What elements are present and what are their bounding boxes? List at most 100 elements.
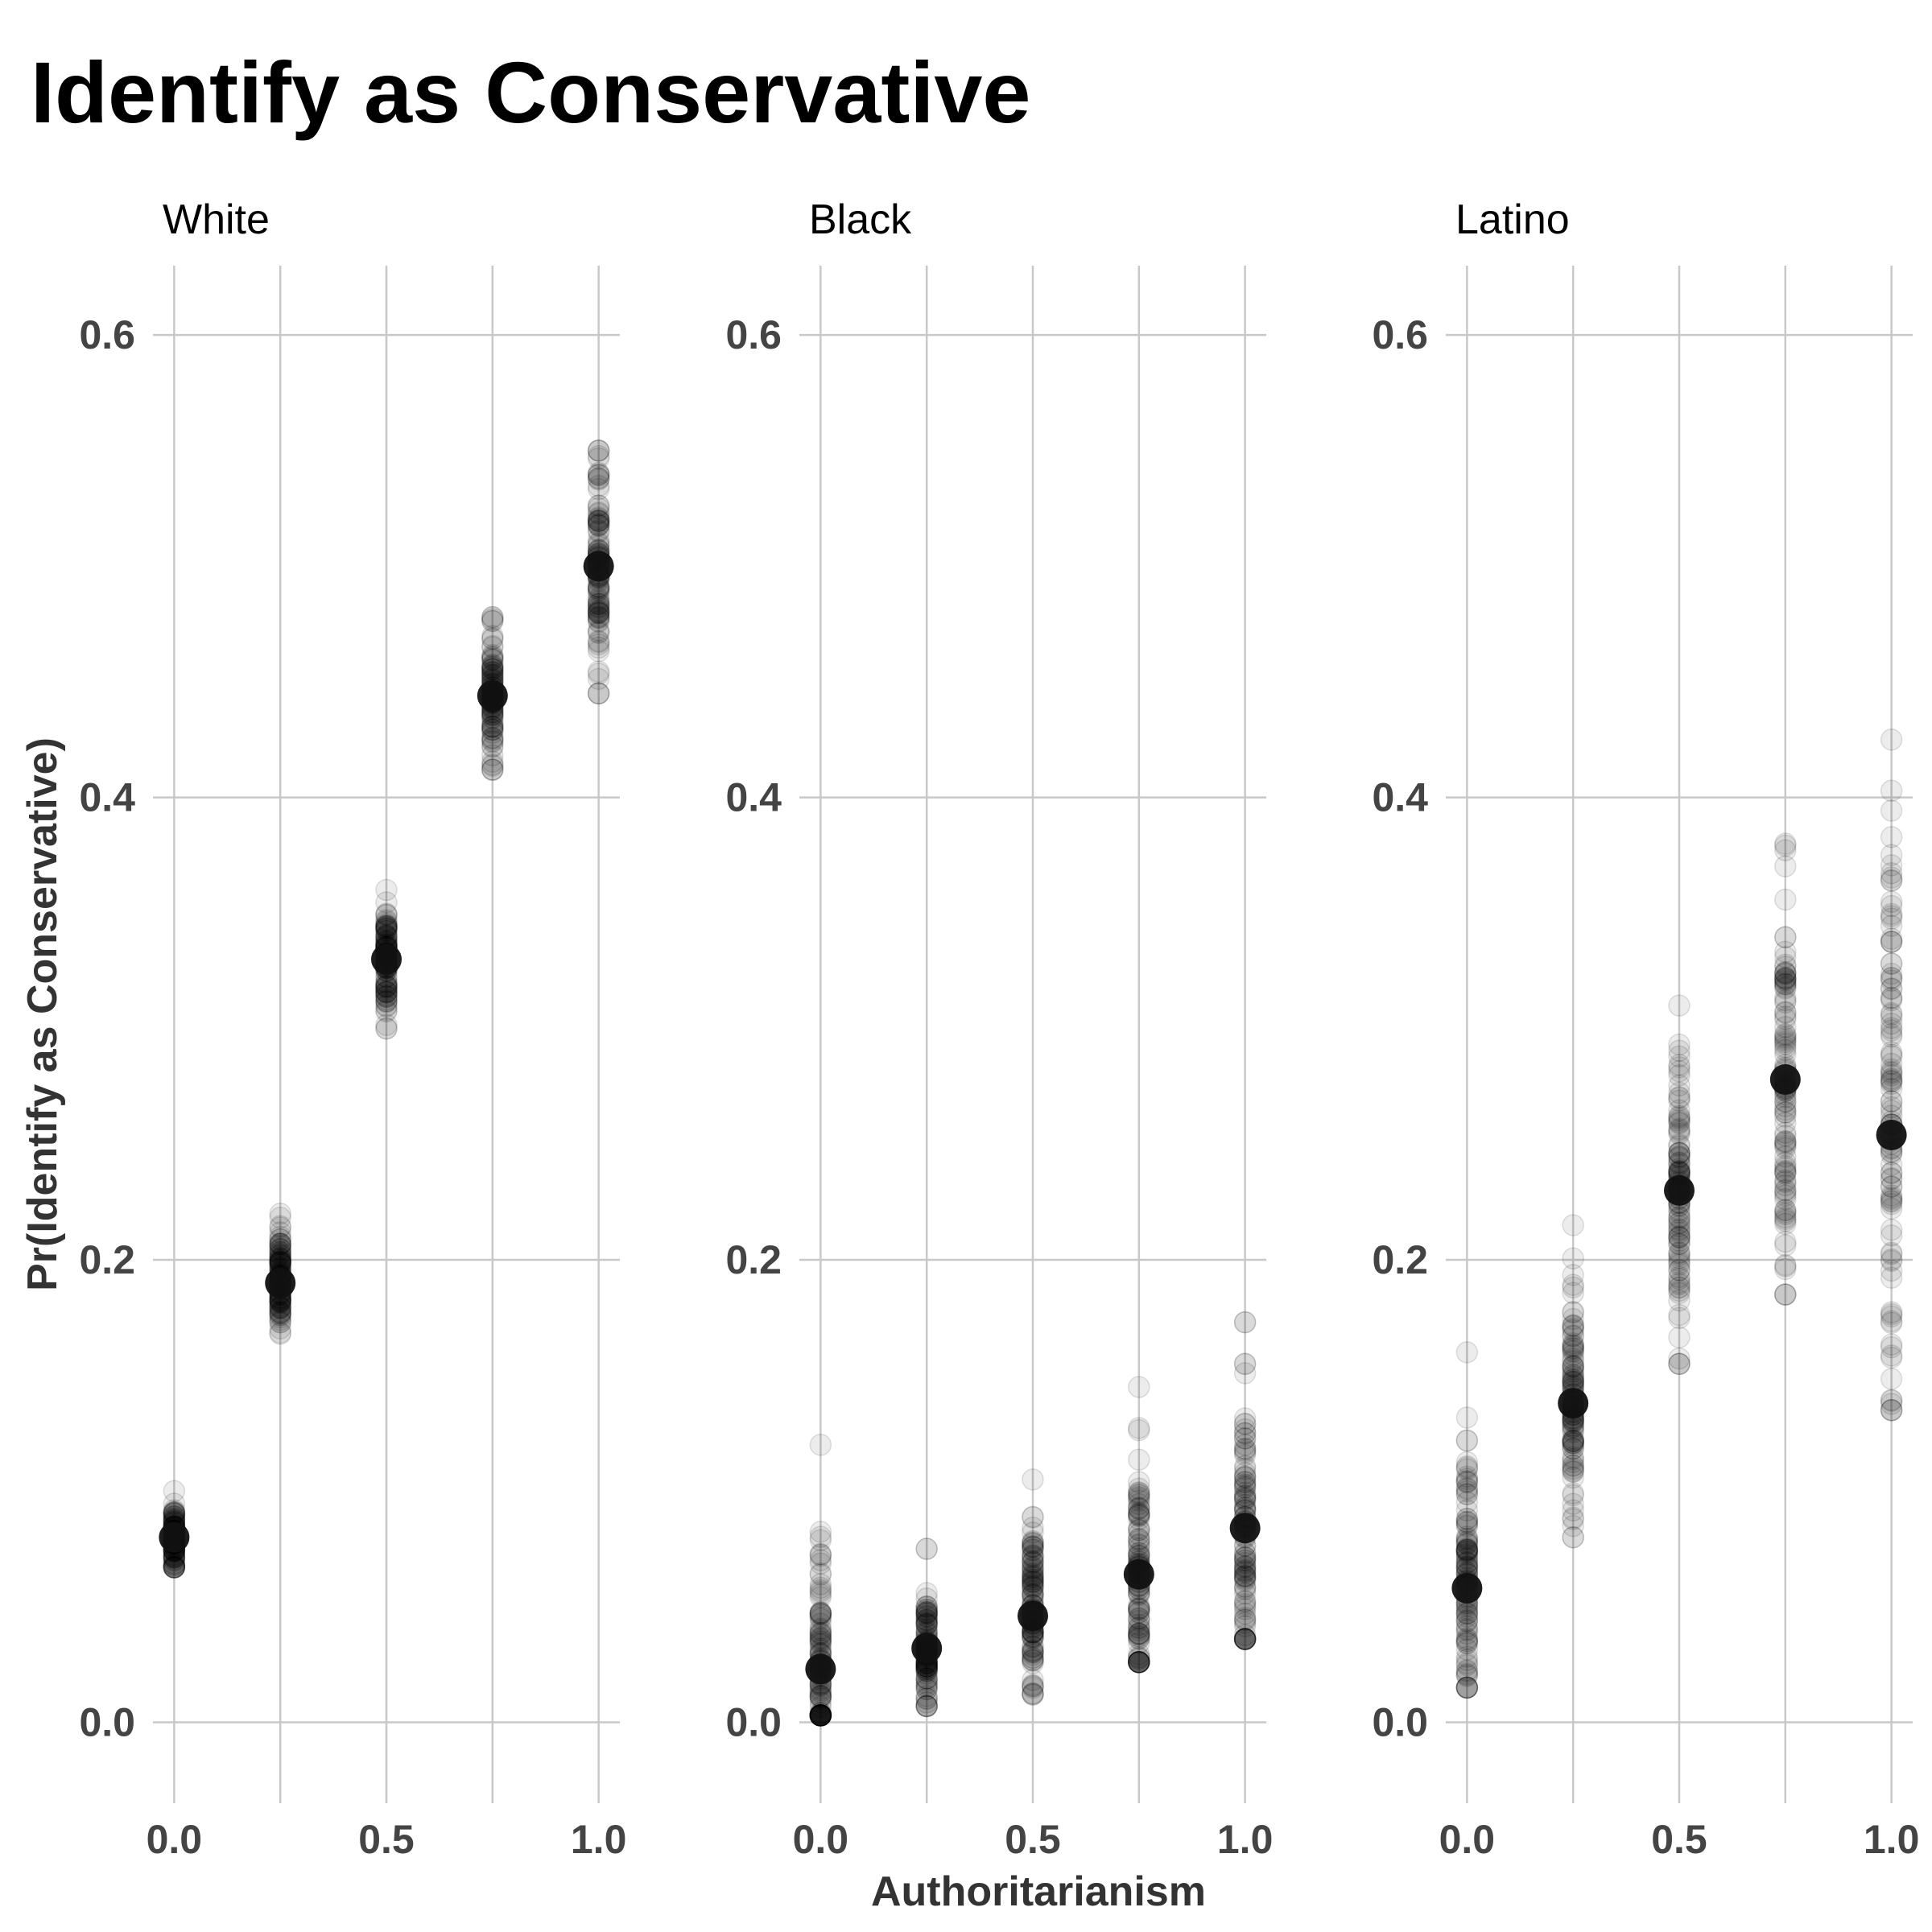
draw-point xyxy=(809,1552,832,1575)
draw-point xyxy=(1774,1212,1797,1236)
draw-point xyxy=(163,1556,186,1579)
draw-point xyxy=(375,891,398,914)
draw-point xyxy=(1774,991,1797,1014)
draw-point xyxy=(163,1556,186,1579)
draw-point xyxy=(587,511,610,535)
draw-point xyxy=(1774,1187,1797,1211)
draw-point xyxy=(809,1630,832,1653)
draw-point xyxy=(1128,1597,1150,1620)
draw-point xyxy=(375,976,398,998)
draw-point xyxy=(163,1556,186,1579)
draw-point xyxy=(1774,1134,1797,1158)
draw-point xyxy=(1880,1187,1903,1211)
mean-point xyxy=(1018,1600,1048,1632)
draw-point xyxy=(809,1525,832,1548)
draw-point xyxy=(1562,1300,1584,1323)
draw-point xyxy=(809,1586,832,1608)
draw-point xyxy=(1774,968,1797,992)
draw-point xyxy=(587,477,610,501)
y-tick-label: 0.6 xyxy=(725,312,782,357)
draw-point xyxy=(587,602,610,625)
draw-point xyxy=(809,1691,832,1714)
draw-point xyxy=(915,1538,938,1560)
draw-point xyxy=(587,597,610,620)
draw-point xyxy=(1233,1488,1257,1510)
draw-point xyxy=(1022,1538,1044,1561)
draw-point xyxy=(1668,1141,1690,1164)
draw-point xyxy=(915,1660,938,1682)
draw-point xyxy=(1562,1459,1584,1483)
draw-point xyxy=(1233,1628,1257,1650)
draw-point xyxy=(1233,1565,1257,1587)
draw-point xyxy=(1233,1352,1257,1376)
draw-point xyxy=(587,630,610,654)
draw-point xyxy=(1128,1619,1150,1641)
draw-point xyxy=(1128,1596,1150,1619)
draw-point xyxy=(809,1542,832,1566)
draw-point xyxy=(375,918,398,940)
draw-point xyxy=(1128,1651,1150,1674)
draw-point xyxy=(481,655,504,679)
draw-point xyxy=(1774,1184,1797,1207)
draw-point xyxy=(269,1306,291,1329)
draw-point xyxy=(1128,1508,1150,1531)
draw-point xyxy=(481,608,504,630)
draw-point xyxy=(1233,1484,1257,1508)
draw-point xyxy=(809,1617,832,1641)
draw-point xyxy=(1233,1427,1257,1450)
draw-point xyxy=(1022,1536,1044,1558)
draw-point xyxy=(1233,1608,1257,1631)
draw-point xyxy=(1880,1067,1903,1090)
draw-point xyxy=(1233,1602,1257,1625)
draw-point xyxy=(587,509,610,532)
draw-point xyxy=(1562,1421,1584,1443)
draw-point xyxy=(1668,1352,1690,1376)
draw-point xyxy=(1880,1041,1903,1064)
draw-point xyxy=(1774,1031,1797,1054)
facet-panel-black: Black 0.0 0.2 0.4 0.6 0.0 0.5 1.0 xyxy=(725,196,1273,1862)
draw-point xyxy=(915,1582,938,1604)
draw-point xyxy=(915,1602,938,1625)
draw-point xyxy=(1880,1310,1903,1333)
draw-point xyxy=(481,628,504,650)
draw-point xyxy=(1233,1311,1257,1334)
y-tick-label: 0.2 xyxy=(1372,1237,1428,1282)
draw-point xyxy=(1774,1137,1797,1159)
draw-point xyxy=(1233,1576,1257,1599)
draw-point xyxy=(1233,1567,1257,1591)
draw-point xyxy=(1233,1628,1257,1650)
draw-point xyxy=(1774,1201,1797,1224)
x-tick-label: 0.0 xyxy=(1439,1817,1496,1862)
draw-point xyxy=(1880,1175,1903,1198)
draw-point xyxy=(1022,1682,1044,1705)
draw-point xyxy=(481,647,504,670)
draw-point xyxy=(1668,1089,1690,1112)
draw-point xyxy=(1668,1215,1690,1237)
draw-point xyxy=(1022,1545,1044,1568)
draw-point xyxy=(1774,972,1797,995)
draw-point xyxy=(1668,1104,1690,1127)
draw-point xyxy=(1880,826,1903,848)
draw-point xyxy=(809,1529,832,1551)
draw-point xyxy=(1562,1363,1584,1386)
draw-point xyxy=(587,444,610,468)
draw-point xyxy=(1455,1515,1479,1538)
draw-point xyxy=(809,1704,832,1727)
draw-point xyxy=(1562,1339,1584,1362)
draw-point xyxy=(1455,1540,1479,1563)
draw-point xyxy=(587,630,610,653)
x-tick-label: 1.0 xyxy=(1864,1817,1920,1862)
draw-point xyxy=(1880,1019,1903,1042)
draw-point xyxy=(1128,1483,1150,1506)
draw-point xyxy=(1774,1161,1797,1183)
draw-point xyxy=(1233,1575,1257,1598)
draw-point xyxy=(1233,1615,1257,1637)
draw-point xyxy=(375,990,398,1013)
draw-point xyxy=(1022,1534,1044,1558)
draw-point xyxy=(1128,1616,1150,1639)
draw-point xyxy=(1455,1615,1479,1638)
draw-point xyxy=(1455,1605,1479,1628)
draw-point xyxy=(1774,1170,1797,1193)
draw-point xyxy=(1233,1608,1257,1631)
draw-point xyxy=(1455,1544,1479,1567)
